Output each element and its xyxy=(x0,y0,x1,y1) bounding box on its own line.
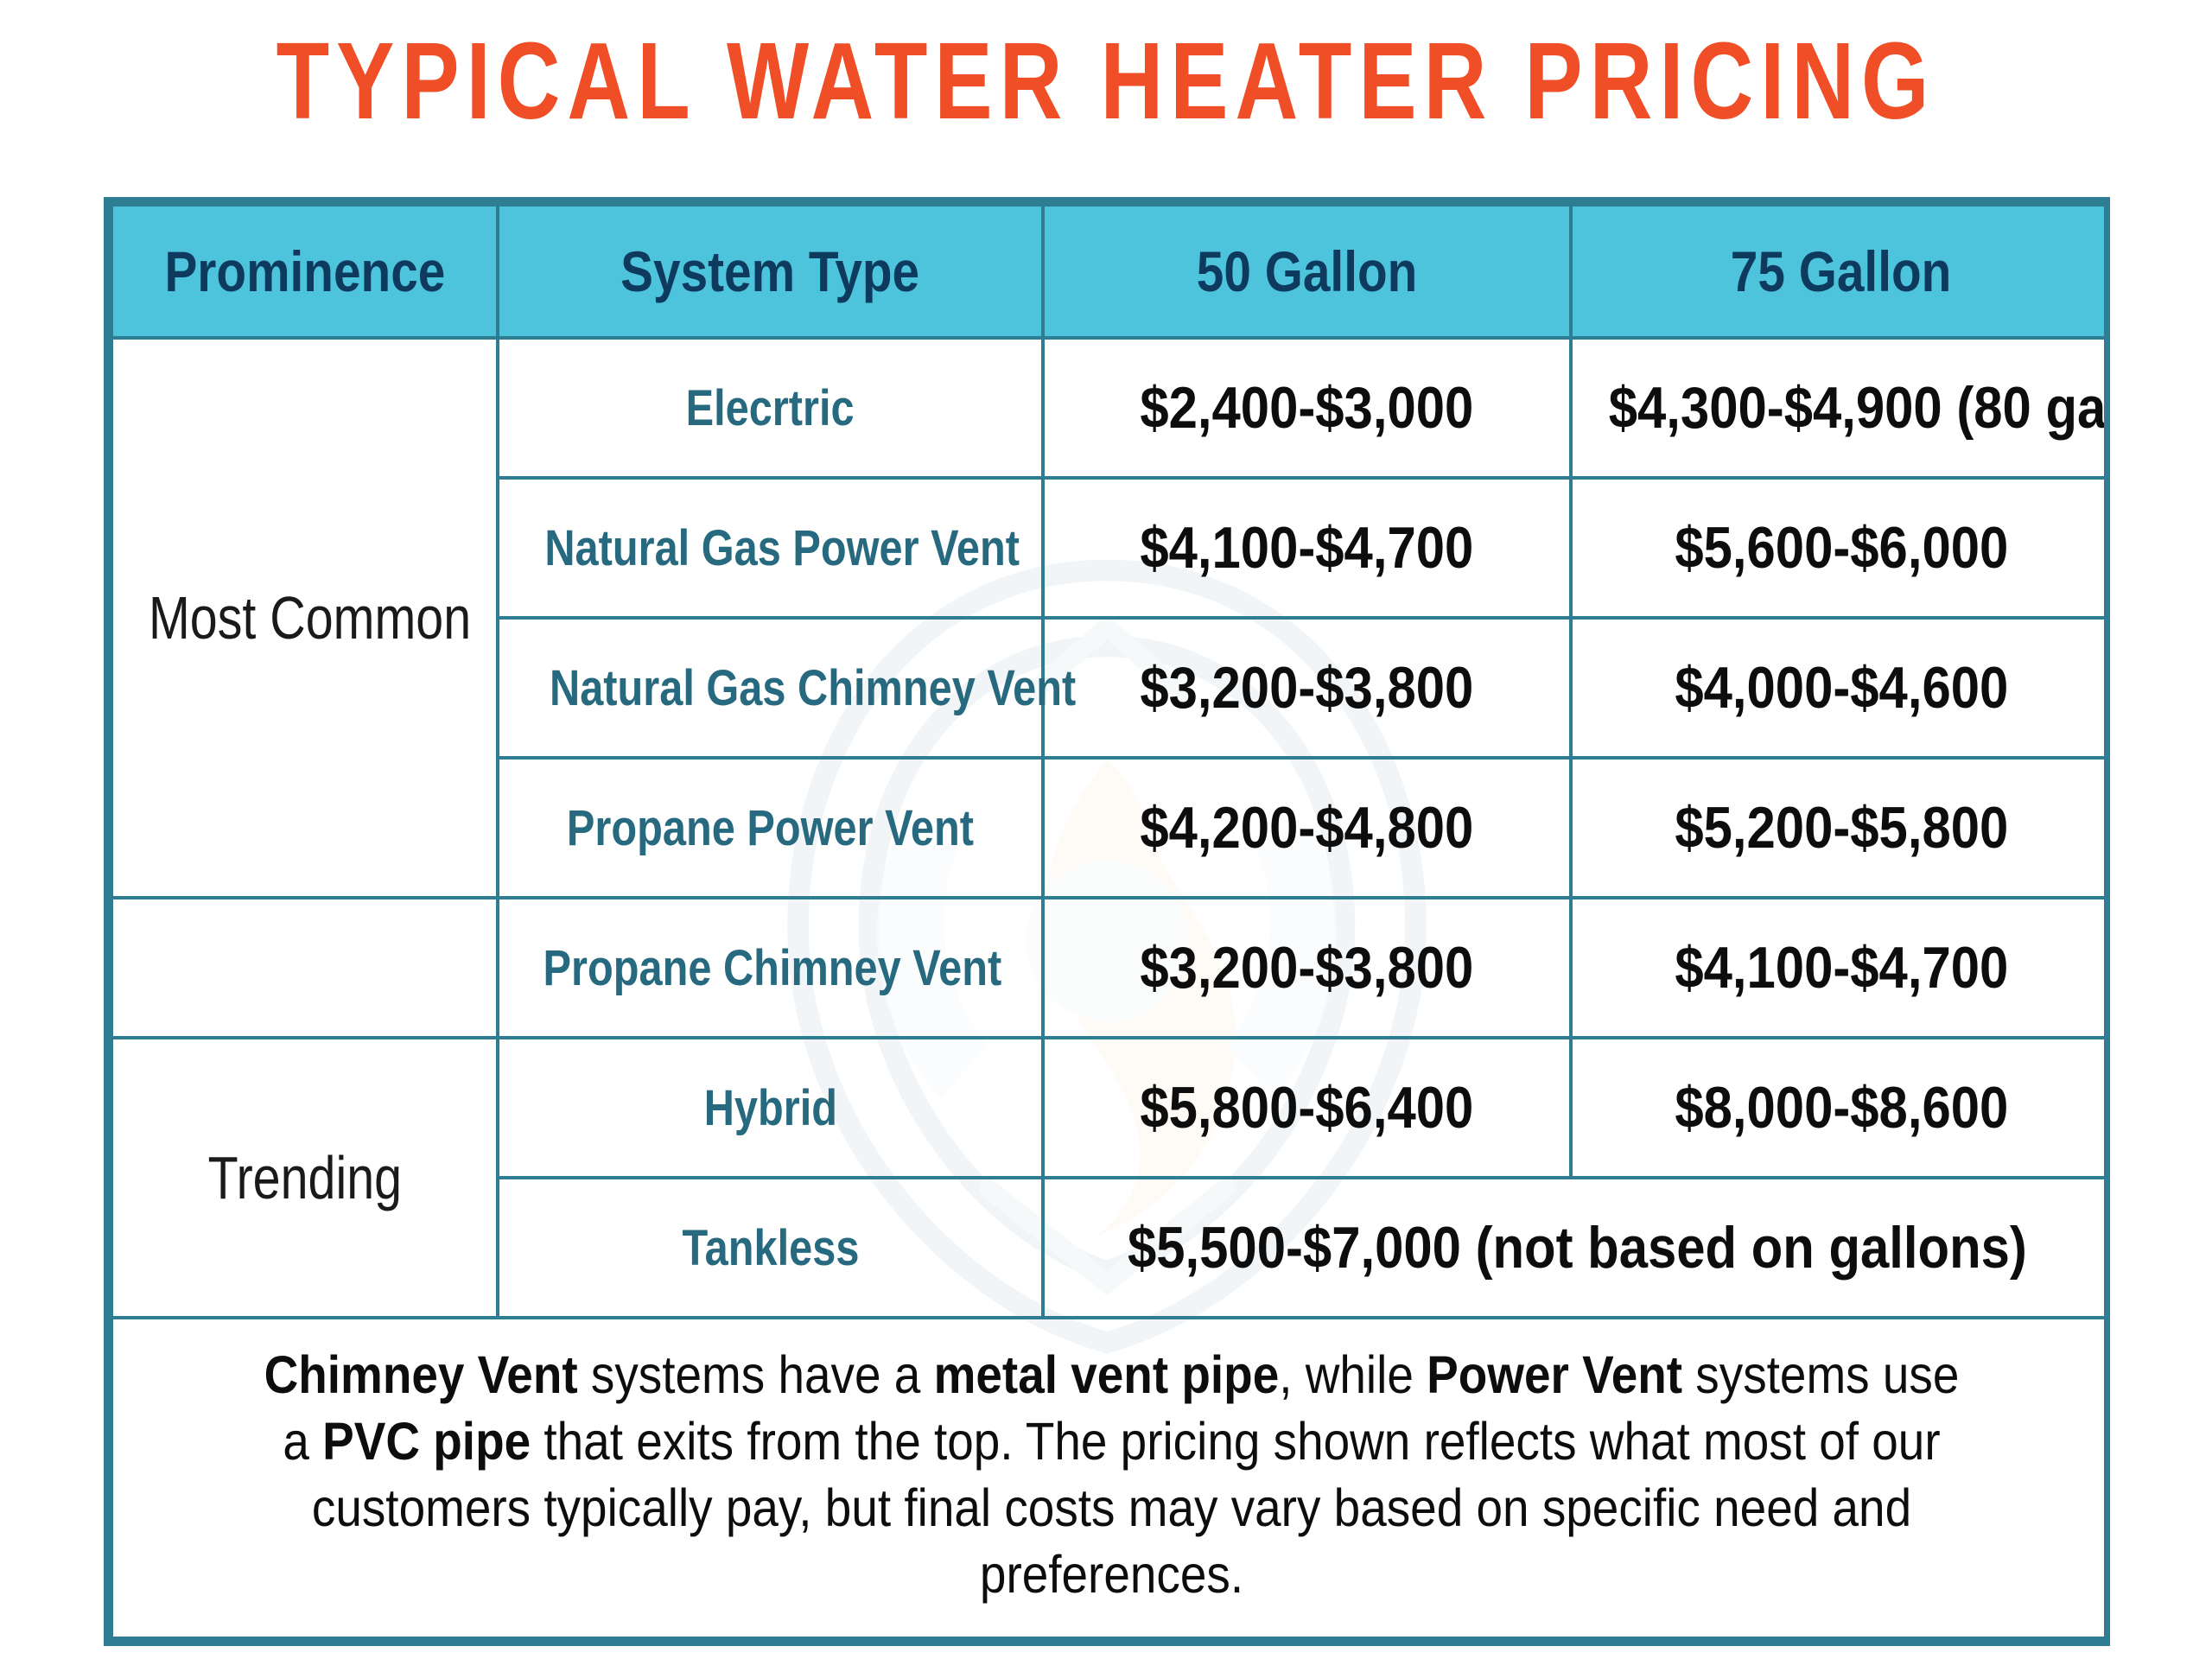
footnote-plain-8: that exits from the top. The pricing sho… xyxy=(311,1411,1941,1604)
footnote-plain-4: , while xyxy=(1279,1345,1427,1404)
price-cell-merged: $5,500-$7,000 (not based on gallons) xyxy=(1041,1176,2104,1319)
footnote-plain-2: systems have a xyxy=(577,1345,934,1404)
system-type-label: Hybrid xyxy=(703,1079,837,1136)
price-value: $5,800-$6,400 xyxy=(1140,1075,1474,1141)
price-cell-50-gallon: $3,200-$3,800 xyxy=(1041,896,1573,1039)
table-row: Natural Gas Chimney Vent $3,200-$3,800 $… xyxy=(111,616,2104,760)
price-value: $8,000-$8,600 xyxy=(1675,1075,2008,1141)
system-type-label: Tankless xyxy=(682,1219,859,1276)
page-title: TYPICAL WATER HEATER PRICING xyxy=(276,20,1936,142)
price-value: $4,300-$4,900 (80 gal) xyxy=(1608,375,2110,441)
price-value: $2,400-$3,000 xyxy=(1140,375,1474,441)
price-value: $3,200-$3,800 xyxy=(1140,655,1474,721)
price-cell-50-gallon: $3,200-$3,800 xyxy=(1041,616,1573,760)
price-cell-75-gallon: $8,000-$8,600 xyxy=(1569,1036,2104,1179)
system-type-cell: Natural Gas Chimney Vent xyxy=(496,616,1076,760)
table-header-row: Prominence System Type 50 Gallon 75 Gall… xyxy=(110,203,2104,340)
price-value: $4,100-$4,700 xyxy=(1140,515,1474,581)
price-cell-75-gallon: $5,600-$6,000 xyxy=(1569,476,2104,620)
price-value: $5,500-$7,000 (not based on gallons) xyxy=(1128,1215,2027,1281)
footnote-bold-pvc-pipe: PVC pipe xyxy=(322,1411,531,1471)
table-row: Natural Gas Power Vent $4,100-$4,700 $5,… xyxy=(111,476,2104,620)
system-type-cell: Tankless xyxy=(496,1176,1045,1319)
pricing-table: Prominence System Type 50 Gallon 75 Gall… xyxy=(110,203,2110,1641)
footnote-bold-power-vent: Power Vent xyxy=(1427,1345,1683,1404)
column-header-prominence-label: Prominence xyxy=(164,239,445,303)
prominence-label: Trending xyxy=(207,1144,402,1211)
system-type-label: Propane Power Vent xyxy=(566,799,975,856)
prominence-cell-trending: Trending xyxy=(110,1036,499,1319)
footnote-bold-chimney-vent: Chimney Vent xyxy=(264,1345,578,1404)
price-cell-75-gallon: $4,100-$4,700 xyxy=(1569,896,2104,1039)
prominence-cell-blank xyxy=(110,896,499,1039)
system-type-cell: Propane Chimney Vent xyxy=(496,896,1045,1039)
table-row: Propane Power Vent $4,200-$4,800 $5,200-… xyxy=(111,756,2104,899)
footnote-cell: Chimney Vent systems have a metal vent p… xyxy=(110,1315,2104,1641)
system-type-cell: Elecrtric xyxy=(496,336,1045,480)
price-value: $5,200-$5,800 xyxy=(1675,795,2008,861)
system-type-cell: Hybrid xyxy=(496,1036,1045,1179)
price-value: $5,600-$6,000 xyxy=(1675,515,2008,581)
price-cell-50-gallon: $5,800-$6,400 xyxy=(1041,1036,1573,1179)
table-row: Trending Hybrid $5,800-$6,400 $8,000-$8,… xyxy=(110,1036,2104,1319)
table-row: Tankless $5,500-$7,000 (not based on gal… xyxy=(111,1176,2104,1319)
footnote-row: Chimney Vent systems have a metal vent p… xyxy=(110,1315,2104,1641)
price-cell-75-gallon: $4,000-$4,600 xyxy=(1569,616,2104,760)
table-row: Most Common Elecrtric $2,400-$3,000 $4,3… xyxy=(110,336,2110,899)
column-header-prominence: Prominence xyxy=(110,203,499,340)
column-header-75-gallon: 75 Gallon xyxy=(1569,203,2104,340)
price-cell-50-gallon: $2,400-$3,000 xyxy=(1041,336,1573,480)
table-row: Propane Chimney Vent $3,200-$3,800 $4,10… xyxy=(110,896,2104,1039)
price-cell-75-gallon: $4,300-$4,900 (80 gal) xyxy=(1569,336,2110,480)
column-header-50-gallon-label: 50 Gallon xyxy=(1196,239,1418,303)
price-value: $4,000-$4,600 xyxy=(1675,655,2008,721)
footnote-text: Chimney Vent systems have a metal vent p… xyxy=(247,1342,1976,1607)
column-header-50-gallon: 50 Gallon xyxy=(1041,203,1573,340)
system-type-cell: Propane Power Vent xyxy=(496,756,1045,899)
price-value: $4,100-$4,700 xyxy=(1675,935,2008,1001)
footnote-plain-6: systems use a xyxy=(283,1345,1960,1471)
prominence-label: Most Common xyxy=(148,584,472,652)
prominence-cell-most-common: Most Common xyxy=(110,336,499,899)
pricing-table-container: Prominence System Type 50 Gallon 75 Gall… xyxy=(104,197,2110,1647)
footnote-bold-metal-vent-pipe: metal vent pipe xyxy=(933,1345,1280,1404)
system-type-label: Natural Gas Chimney Vent xyxy=(550,659,1077,716)
system-type-cell: Natural Gas Power Vent xyxy=(496,476,1045,620)
price-value: $3,200-$3,800 xyxy=(1140,935,1474,1001)
column-header-75-gallon-label: 75 Gallon xyxy=(1731,239,1952,303)
price-cell-50-gallon: $4,100-$4,700 xyxy=(1041,476,1573,620)
price-cell-75-gallon: $5,200-$5,800 xyxy=(1569,756,2104,899)
price-cell-50-gallon: $4,200-$4,800 xyxy=(1041,756,1573,899)
column-header-system-type: System Type xyxy=(496,203,1045,340)
price-value: $4,200-$4,800 xyxy=(1140,795,1474,861)
system-type-label: Natural Gas Power Vent xyxy=(544,519,1020,576)
system-type-label: Elecrtric xyxy=(685,379,855,436)
column-header-system-type-label: System Type xyxy=(620,239,920,303)
system-type-label: Propane Chimney Vent xyxy=(543,939,1002,996)
